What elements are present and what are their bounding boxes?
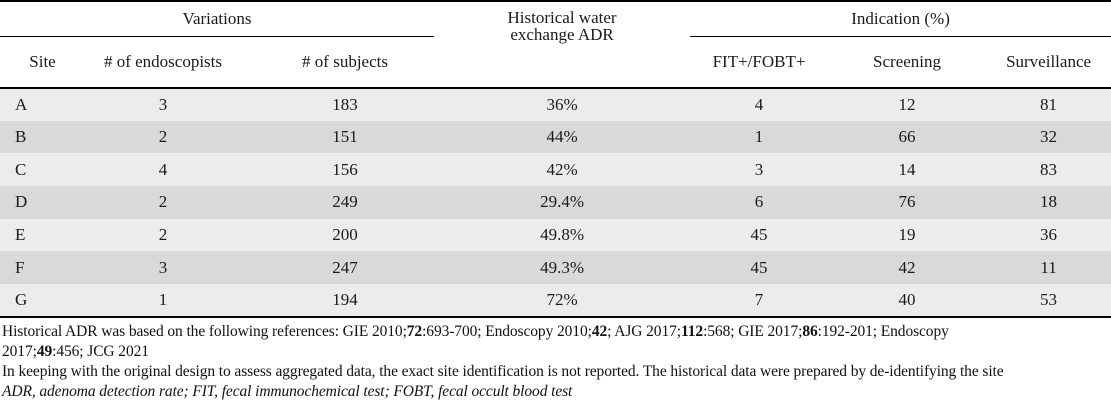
cell-surveillance: 36 [1040,225,1058,245]
ref-segment-volume: 112 [680,322,704,340]
cell-screening: 40 [898,289,916,309]
column-header-surveillance: Surveillance [986,36,1111,89]
ref-segment: Historical ADR was based on the followin… [2,322,407,340]
cell-adr: 36% [546,94,578,114]
cell-endoscopists: 1 [158,289,168,309]
cell-endoscopists: 2 [158,127,168,147]
cell-surveillance: 11 [1040,257,1057,277]
ref-segment: :192-201; Endoscopy [817,322,949,340]
cell-endoscopists: 3 [158,94,168,114]
cell-fit: 6 [754,192,764,212]
historical-adr-line1: Historical water [507,8,617,27]
cell-endoscopists: 2 [158,192,168,212]
ref-segment-volume: 49 [36,342,53,360]
cell-screening: 76 [898,192,916,212]
footnote-design-note: In keeping with the original design to a… [2,362,1004,380]
table-row: D 2 249 29.4% 6 76 18 [0,186,1111,219]
cell-site: C [15,159,27,179]
cell-adr: 44% [546,127,578,147]
ref-segment-volume: 86 [802,322,818,340]
cell-site: B [15,127,27,147]
column-header-row: Site # of endoscopists # of subjects FIT… [0,36,1111,89]
ref-segment-volume: 42 [591,322,608,340]
cell-screening: 19 [898,225,916,245]
cell-site: A [15,94,28,114]
table-row: B 2 151 44% 1 66 32 [0,120,1111,154]
table-row: C 4 156 42% 3 14 83 [0,153,1111,187]
cell-screening: 14 [898,159,916,179]
column-header-fit-fobt: FIT+/FOBT+ [690,36,829,89]
cell-fit: 7 [754,289,764,309]
ref-segment: :568; GIE 2017; [703,322,803,340]
cell-endoscopists: 4 [158,159,168,179]
group-header-row: Variations Historical water exchange ADR… [0,1,1111,89]
footnotes: Historical ADR was based on the followin… [0,318,1111,402]
cell-fit: 4 [754,94,764,114]
cell-subjects: 156 [332,159,358,179]
column-header-site: Site [0,36,70,89]
cell-site: D [15,192,28,212]
cell-screening: 12 [898,94,916,114]
table-row: E 2 200 49.8% 45 19 36 [0,218,1111,252]
cell-subjects: 183 [332,94,358,114]
column-header-subjects: # of subjects [256,36,435,89]
cell-site: G [15,289,28,309]
cell-endoscopists: 3 [158,257,168,277]
cell-site: F [15,257,25,277]
cell-subjects: 200 [332,225,358,245]
footnote-references-line1: Historical ADR was based on the followin… [2,322,1109,342]
cell-screening: 66 [898,127,916,147]
cell-adr: 49.3% [540,257,584,277]
cell-surveillance: 53 [1040,289,1058,309]
cell-adr: 29.4% [540,192,584,212]
cell-adr: 72% [546,289,578,309]
footnote-abbreviations: ADR, adenoma detection rate; FIT, fecal … [2,382,573,400]
group-header-variations: Variations [0,1,435,37]
ref-segment: 2017; [2,342,37,360]
ref-segment-volume: 72 [406,322,423,340]
table-row: A 3 183 36% 4 12 81 [0,88,1111,121]
cell-fit: 45 [750,257,768,277]
cell-subjects: 151 [332,127,358,147]
column-header-screening: Screening [828,36,987,89]
cell-subjects: 247 [332,257,358,277]
cell-fit: 1 [754,127,764,147]
historical-adr-line2: exchange ADR [510,25,614,44]
cell-surveillance: 83 [1040,159,1058,179]
cell-endoscopists: 2 [158,225,168,245]
cell-fit: 45 [750,225,768,245]
cell-screening: 42 [898,257,916,277]
cell-adr: 42% [546,159,578,179]
ref-segment: ; AJG 2017; [607,322,681,340]
site-characteristics-table: Variations Historical water exchange ADR… [0,0,1111,318]
cell-fit: 3 [754,159,764,179]
column-header-historical-adr: Historical water exchange ADR [434,1,691,89]
table-row: F 3 247 49.3% 45 42 11 [0,251,1111,285]
cell-surveillance: 32 [1040,127,1058,147]
cell-subjects: 194 [332,289,358,309]
cell-subjects: 249 [332,192,358,212]
group-header-indication: Indication (%) [690,1,1111,37]
cell-surveillance: 81 [1040,94,1058,114]
ref-segment: :456; JCG 2021 [52,342,149,360]
cell-site: E [15,225,26,245]
ref-segment: :693-700; Endoscopy 2010; [422,322,592,340]
cell-surveillance: 18 [1040,192,1058,212]
column-header-endoscopists: # of endoscopists [70,36,256,89]
cell-adr: 49.8% [540,225,584,245]
table-row: G 1 194 72% 7 40 53 [0,284,1111,317]
footnote-references-line2: 2017;49:456; JCG 2021 [2,342,1109,362]
